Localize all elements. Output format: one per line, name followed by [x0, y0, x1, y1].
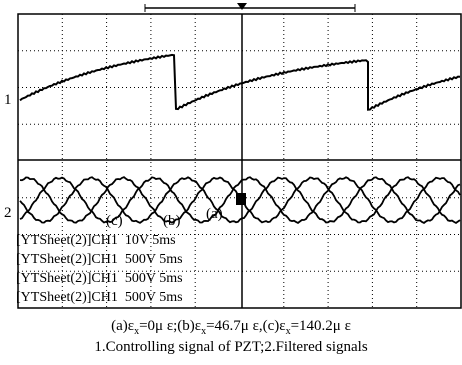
channel-setting: [YTSheet(2)]CH1 500V 5ms: [16, 271, 183, 286]
caption-line: 1.Controlling signal of PZT;2.Filtered s…: [94, 339, 367, 355]
trace-label: (c): [106, 213, 123, 229]
channel-marker: 2: [4, 205, 12, 221]
caption-part: =0μ ε;(b)ε: [139, 318, 201, 334]
trace-label: (a): [206, 206, 223, 222]
channel-setting: [YTSheet(2)]CH1 500V 5ms: [16, 252, 183, 267]
caption-part: =46.7μ ε,(c)ε: [206, 318, 286, 334]
trigger-marker: [237, 3, 247, 10]
caption-part: =140.2μ ε: [291, 318, 351, 334]
trace-label: (b): [163, 213, 181, 229]
caption-part: (a)ε: [111, 318, 134, 334]
channel-marker: 1: [4, 92, 12, 108]
caption-line: (a)εx=0μ ε;(b)εx=46.7μ ε,(c)εx=140.2μ ε: [111, 318, 351, 337]
channel-setting: [YTSheet(2)]CH1 500V 5ms: [16, 290, 183, 305]
figure: 1 2 (c) (b) (a) [YTSheet(2)]CH1 10V 5ms …: [0, 0, 462, 360]
channel-setting: [YTSheet(2)]CH1 10V 5ms: [16, 233, 176, 248]
